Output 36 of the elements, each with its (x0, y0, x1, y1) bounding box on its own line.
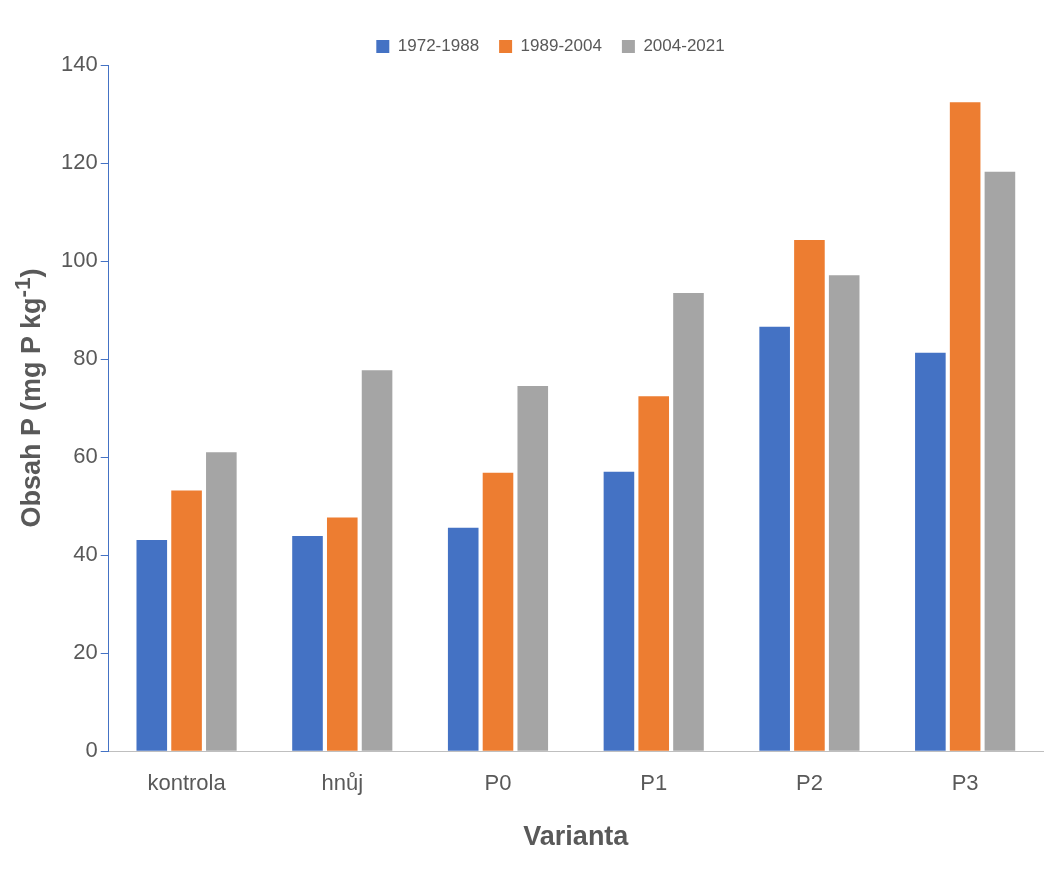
x-tick-label: kontrola (147, 770, 227, 796)
x-tick-label: P0 (484, 770, 512, 796)
legend-label: 1972-1988 (397, 36, 480, 56)
x-tick-label: P3 (951, 770, 979, 796)
legend-label: 2004-2021 (643, 36, 725, 56)
bar (673, 292, 704, 751)
bar (759, 326, 790, 751)
y-tick-label: 100 (60, 247, 98, 273)
legend-label: 1989-2004 (520, 36, 602, 56)
bar (136, 539, 168, 751)
bar (828, 275, 860, 751)
y-tick-label: 20 (73, 639, 98, 665)
y-tick-label: 120 (60, 149, 98, 175)
bar (603, 471, 635, 751)
y-tick-label: 60 (73, 443, 98, 469)
x-axis-title: Varianta (523, 821, 630, 852)
x-tick-label: P1 (640, 770, 668, 796)
bar (984, 171, 1016, 751)
bar (915, 352, 946, 751)
bar (794, 239, 825, 751)
bar (326, 517, 358, 751)
x-tick-label: hnůj (321, 770, 364, 796)
bar (447, 527, 479, 751)
bar (638, 396, 670, 751)
y-tick-label: 40 (73, 541, 98, 567)
y-tick-label: 0 (85, 737, 98, 763)
y-tick-label: 140 (60, 51, 98, 77)
bar (517, 386, 549, 751)
y-tick-label: 80 (73, 345, 98, 371)
bar (171, 490, 202, 751)
bar (482, 472, 514, 751)
bar (206, 452, 237, 751)
bar (949, 102, 981, 751)
bar (292, 536, 323, 751)
bar (361, 370, 393, 751)
x-tick-label: P2 (795, 770, 823, 796)
